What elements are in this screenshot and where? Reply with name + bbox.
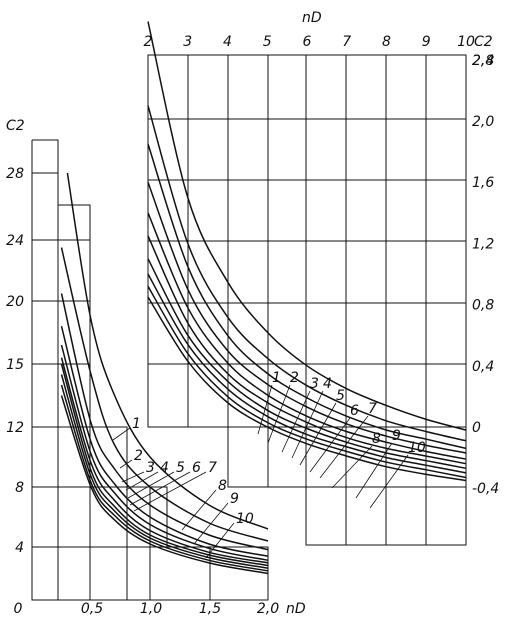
left-series-6-leader: [129, 471, 191, 506]
right-series-6-line: [147, 235, 467, 465]
right-x-tick-label: 5: [263, 34, 272, 50]
right-series-2-leader: [267, 384, 291, 444]
left-y-tick-label: 28: [6, 166, 24, 182]
right-series-label: 10: [408, 440, 426, 456]
right-series-1-leader: [257, 384, 273, 435]
right-x-tick-label: 10: [457, 34, 475, 50]
left-series-label: 6: [192, 460, 201, 476]
right-series-label: 1: [272, 370, 281, 386]
right-series-8-line: [147, 273, 467, 474]
left-series-1-line: [66, 172, 269, 530]
left-series-7-line: [60, 363, 269, 567]
right-y-tick-label: 0,8: [472, 298, 494, 314]
left-series-4-line: [60, 326, 269, 558]
right-series-8-leader: [331, 445, 373, 489]
right-panel-grid: [147, 54, 467, 546]
left-series-1-leader: [112, 427, 131, 441]
left-series-label: 1: [132, 416, 141, 432]
left-x-tick-label: 0: [14, 601, 23, 617]
right-series-label: 4: [323, 376, 332, 392]
left-series-label: 9: [230, 491, 239, 507]
right-series-3-line: [147, 143, 467, 450]
left-series-2-line: [60, 247, 269, 542]
left-series-5-line: [60, 344, 269, 562]
right-series-label: 7: [368, 401, 377, 417]
right-series-label: 3: [310, 376, 319, 392]
left-y-axis-title: C2: [6, 118, 25, 134]
right-series-10-leader: [369, 454, 409, 509]
right-x-tick-label: 6: [303, 34, 312, 50]
right-series-7-leader: [319, 415, 369, 479]
right-x-tick-label: 8: [382, 34, 391, 50]
right-series-9-leader: [355, 442, 393, 499]
right-panel-curves: [147, 21, 467, 482]
right-x-axis-title: nD: [302, 10, 322, 26]
right-series-5-leader: [299, 402, 337, 466]
right-series-4-leader: [291, 390, 324, 459]
left-y-tick-label: 8: [15, 480, 24, 496]
right-y-tick-label: 2,8: [472, 53, 494, 69]
left-series-label: 4: [160, 460, 169, 476]
left-y-tick-label: 20: [6, 294, 24, 310]
left-series-8-leader: [181, 489, 217, 531]
right-series-5-line: [147, 212, 467, 460]
right-series-label: 2: [290, 370, 299, 386]
left-panel-series-labels: 1 23 4 5 6 789 10: [112, 416, 254, 559]
left-series-label: 5: [176, 460, 185, 476]
right-series-6-leader: [309, 417, 351, 473]
left-series-label: 3: [146, 460, 155, 476]
left-x-tick-label: 2,0: [257, 601, 279, 617]
right-panel-tick-labels: 2 3 4 5 6 7 8 9 10-0,400,40,81,21,62,02,42,8: [144, 34, 500, 497]
right-series-1-line: [147, 21, 467, 431]
right-series-3-leader: [281, 390, 311, 453]
right-series-4-line: [147, 181, 467, 454]
right-y-tick-label: 1,2: [472, 236, 494, 252]
left-x-tick-label: 1,5: [199, 601, 221, 617]
left-series-8-line: [60, 374, 269, 569]
left-y-tick-label: 4: [15, 540, 24, 556]
left-series-label: 8: [218, 478, 227, 494]
left-series-label: 2: [134, 448, 143, 464]
right-series-label: 6: [350, 403, 359, 419]
left-series-3-leader: [121, 471, 145, 483]
right-series-label: 5: [336, 388, 345, 404]
right-x-tick-label: 2: [144, 34, 153, 50]
left-x-axis-title: nD: [286, 601, 306, 617]
left-x-tick-label: 0,5: [81, 601, 103, 617]
left-series-2-leader: [119, 459, 133, 469]
right-x-tick-label: 4: [223, 34, 232, 50]
left-series-9-leader: [193, 502, 229, 545]
right-y-tick-label: -0,4: [472, 481, 499, 497]
right-series-9-line: [147, 285, 467, 479]
left-y-tick-label: 24: [6, 233, 24, 249]
left-series-7-leader: [133, 471, 207, 512]
right-panel-series-labels: 1 2 3 456 7 8 9 10: [257, 370, 426, 509]
right-series-label: 8: [372, 431, 381, 447]
left-series-9-line: [60, 384, 269, 572]
left-series-10-leader: [205, 522, 235, 559]
right-series-2-line: [147, 105, 467, 442]
right-y-tick-label: 2,0: [472, 114, 494, 130]
right-y-tick-label: 0: [472, 420, 481, 436]
right-y-axis-title: C2: [474, 34, 493, 50]
right-x-tick-label: 7: [342, 34, 351, 50]
right-x-tick-label: 9: [422, 34, 431, 50]
left-series-4-leader: [125, 471, 159, 491]
right-series-7-line: [147, 258, 467, 470]
right-y-tick-label: 0,4: [472, 359, 494, 375]
left-series-5-leader: [127, 471, 175, 499]
left-x-tick-label: 1,0: [140, 601, 162, 617]
left-series-label: 7: [208, 460, 217, 476]
right-y-tick-label: 2,4: [472, 53, 494, 69]
right-x-tick-label: 3: [183, 34, 192, 50]
right-series-10-line: [147, 296, 467, 482]
right-y-tick-label: 1,6: [472, 175, 494, 191]
left-series-label: 10: [236, 511, 254, 527]
left-y-tick-label: 15: [6, 357, 24, 373]
left-series-10-line: [60, 395, 269, 575]
left-y-tick-label: 12: [6, 420, 24, 436]
right-series-label: 9: [392, 428, 401, 444]
